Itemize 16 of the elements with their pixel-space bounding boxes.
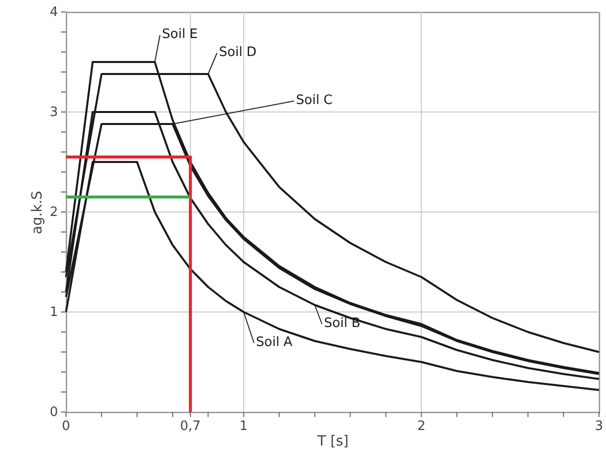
y-tick-label: 4 <box>50 5 58 20</box>
series-label: Soil E <box>162 27 198 42</box>
series-label: Soil D <box>219 45 257 60</box>
x-tick-label: 2 <box>417 419 426 434</box>
y-tick-label: 0 <box>50 405 58 420</box>
y-tick-label: 1 <box>50 305 58 320</box>
x-tick-label: 1 <box>240 419 248 434</box>
text: Soil C <box>296 93 333 108</box>
x-tick-label: 0,7 <box>180 419 201 434</box>
y-axis-title: ag.k.S <box>30 190 46 234</box>
x-tick-label: 3 <box>594 419 604 434</box>
y-tick-label: 2 <box>50 205 58 220</box>
y-tick-label: 3 <box>50 105 58 120</box>
series-label: Soil A <box>256 335 293 350</box>
x-axis-title: T [s] <box>316 434 349 450</box>
x-tick-label: 0 <box>62 419 70 434</box>
